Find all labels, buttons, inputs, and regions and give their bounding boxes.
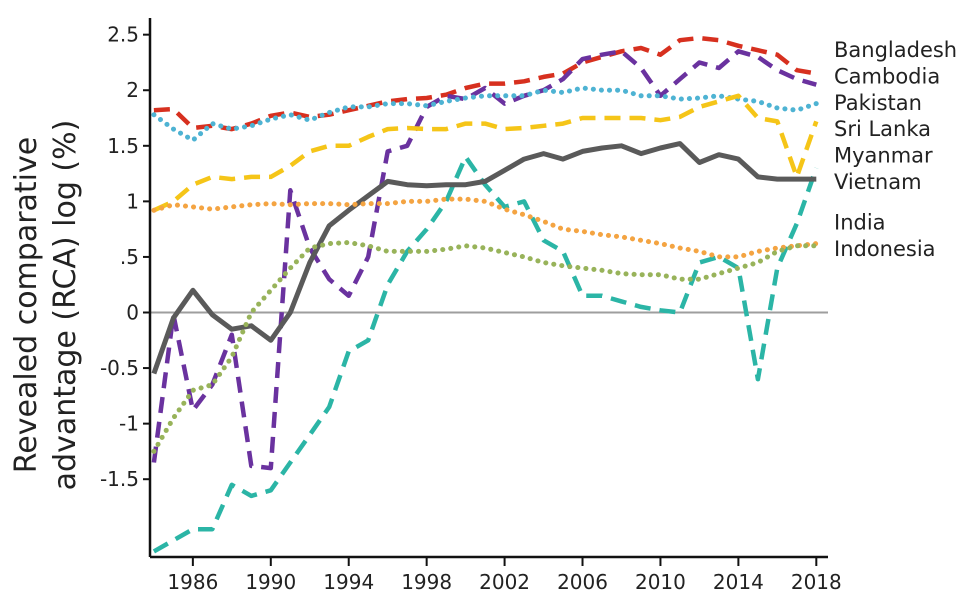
legend-label-myanmar: Myanmar: [834, 144, 933, 168]
x-tick-label: 2010: [635, 570, 686, 594]
y-axis-title: Revealed comparative advantage (RCA) log…: [9, 120, 83, 491]
x-tick-label: 2002: [479, 570, 530, 594]
series-line-myanmar: [152, 154, 819, 554]
series-line-vietnam: [151, 141, 817, 375]
y-tick-label: -1.5: [100, 467, 139, 491]
series-line-indonesia: [151, 240, 819, 454]
x-tick-label: 1998: [401, 570, 452, 594]
legend-label-cambodia: Cambodia: [834, 64, 940, 88]
y-tick-label: 0: [126, 301, 139, 325]
y-axis-title-line-2: advantage (RCA) log (%): [48, 120, 83, 491]
x-tick-label: 2006: [557, 570, 608, 594]
x-tick-label: 1990: [245, 570, 296, 594]
y-tick-label: -1: [119, 412, 139, 436]
x-tick-label: 2018: [791, 570, 842, 594]
x-tick-label: 1986: [167, 570, 218, 594]
series-line-pakistan: [151, 85, 819, 143]
legend-label-indonesia: Indonesia: [834, 237, 936, 261]
x-tick-label: 1994: [323, 570, 374, 594]
series-line-cambodia: [151, 49, 817, 471]
y-tick-label: -0.5: [100, 356, 139, 380]
series-line-india: [151, 196, 819, 260]
legend-label-vietnam: Vietnam: [834, 170, 922, 194]
series-line-sri-lanka: [152, 93, 819, 213]
legend-label-bangladesh: Bangladesh: [834, 38, 957, 62]
y-tick-label: 2: [126, 78, 139, 102]
x-tick-label: 2014: [713, 570, 764, 594]
y-tick-label: 2.5: [107, 23, 139, 47]
y-tick-label: 1.5: [107, 134, 139, 158]
y-tick-label: 1: [126, 189, 139, 213]
y-axis-title-line-1: Revealed comparative: [9, 137, 44, 473]
legend-label-sri-lanka: Sri Lanka: [834, 117, 931, 141]
legend-label-india: India: [834, 210, 886, 234]
legend-label-pakistan: Pakistan: [834, 91, 922, 115]
series-line-bangladesh: [153, 35, 817, 132]
y-tick-label: .5: [120, 245, 139, 269]
